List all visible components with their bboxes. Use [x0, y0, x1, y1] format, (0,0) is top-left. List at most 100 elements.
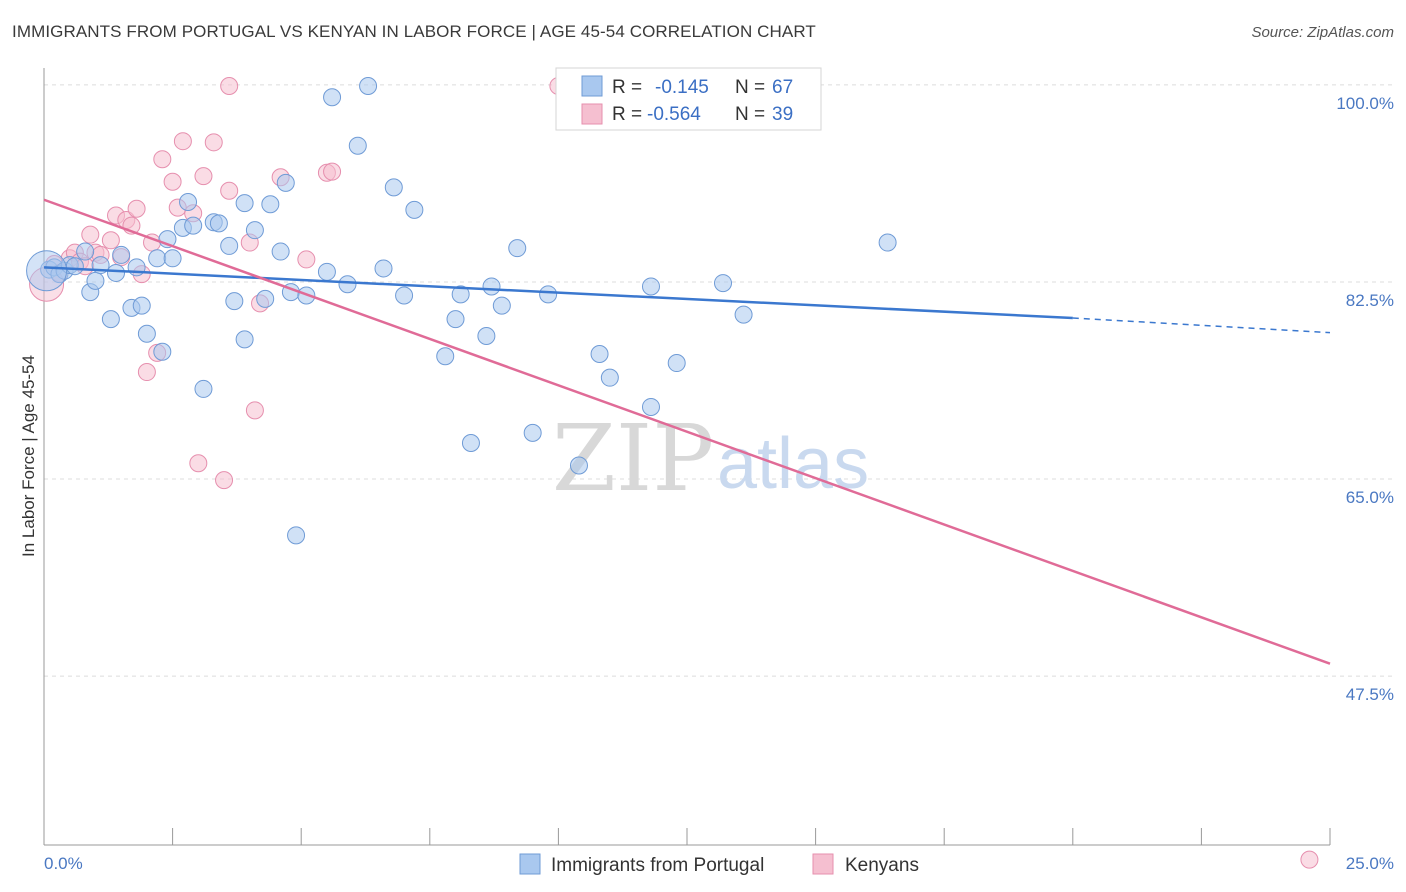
trend-line-kenyans [43, 198, 1331, 665]
x-tick-label-min: 0.0% [44, 854, 83, 873]
data-point [256, 289, 275, 308]
data-point [287, 526, 306, 545]
data-point [220, 236, 239, 255]
data-point [101, 310, 120, 329]
data-point [667, 354, 686, 373]
data-point [148, 249, 167, 268]
data-point [461, 433, 480, 452]
legend-swatch-pink [581, 103, 603, 125]
data-point [395, 286, 414, 305]
data-point [132, 296, 151, 315]
legend-n-value-blue: 67 [772, 77, 793, 98]
data-point [1300, 850, 1319, 869]
data-point [508, 239, 527, 258]
data-point [482, 277, 501, 296]
data-point [359, 77, 378, 96]
data-point [374, 259, 393, 278]
data-point [112, 245, 131, 264]
legend-r-label-blue: R = [612, 77, 642, 98]
data-point [220, 181, 239, 200]
data-point [451, 285, 470, 304]
data-point [235, 194, 254, 213]
data-point [184, 216, 203, 235]
trend-lines [43, 198, 1331, 665]
data-point [384, 178, 403, 197]
data-point [641, 397, 660, 416]
data-point [76, 242, 95, 261]
data-point [220, 77, 239, 96]
trend-line-portugal-extension [1072, 317, 1331, 334]
data-point [348, 136, 367, 155]
data-point [261, 195, 280, 214]
y-tick-label: 65.0% [1346, 488, 1394, 507]
y-tick-label: 47.5% [1346, 685, 1394, 704]
data-point [245, 221, 264, 240]
trend-line-portugal [43, 266, 1073, 320]
data-point [569, 456, 588, 475]
bottom-legend-swatch-kenyans [812, 853, 834, 875]
data-point [323, 88, 342, 107]
chart-title: IMMIGRANTS FROM PORTUGAL VS KENYAN IN LA… [12, 22, 816, 41]
legend-r-value-blue: -0.145 [655, 77, 709, 98]
data-point [436, 347, 455, 366]
data-point [86, 271, 105, 290]
data-point [101, 231, 120, 250]
data-point [245, 401, 264, 420]
legend-r-value-pink: -0.564 [647, 104, 701, 125]
y-tick-labels: 100.0% 82.5% 65.0% 47.5% [1336, 94, 1394, 704]
data-point [204, 133, 223, 152]
data-point [590, 345, 609, 364]
data-point [107, 263, 126, 282]
data-point [878, 233, 897, 252]
y-axis-title: In Labor Force | Age 45-54 [19, 355, 38, 557]
data-point [163, 172, 182, 191]
data-point [163, 249, 182, 268]
x-tick-label-max: 25.0% [1346, 854, 1394, 873]
bottom-legend-swatch-portugal [519, 853, 541, 875]
data-point [276, 173, 295, 192]
data-point [523, 423, 542, 442]
grid [44, 84, 1394, 677]
data-point [477, 327, 496, 346]
bottom-legend-label-portugal: Immigrants from Portugal [551, 855, 764, 876]
data-point [338, 275, 357, 294]
data-point [641, 277, 660, 296]
data-point [492, 296, 511, 315]
data-point [317, 262, 336, 281]
data-point [194, 167, 213, 186]
legend-n-value-pink: 39 [772, 104, 793, 125]
data-point [405, 200, 424, 219]
watermark-atlas: atlas [717, 424, 869, 504]
data-point [714, 274, 733, 293]
data-point [271, 242, 290, 261]
data-point [209, 214, 228, 233]
data-point [215, 471, 234, 490]
legend-n-label-blue: N = [735, 77, 765, 98]
x-ticks [43, 828, 1331, 845]
data-point [539, 285, 558, 304]
y-tick-label: 82.5% [1346, 291, 1394, 310]
data-point [235, 330, 254, 349]
data-point-cluster [26, 250, 68, 292]
legend-r-label-pink: R = [612, 104, 642, 125]
data-point [153, 342, 172, 361]
series-legend: Immigrants from Portugal Kenyans [519, 853, 919, 876]
correlation-legend: R = -0.145 N = 67 R = -0.564 N = 39 [555, 67, 822, 131]
y-tick-label: 100.0% [1336, 94, 1394, 113]
data-point [189, 454, 208, 473]
data-point [297, 250, 316, 269]
data-point [179, 193, 198, 212]
data-point [600, 368, 619, 387]
data-point [173, 132, 192, 151]
data-point [446, 310, 465, 329]
legend-n-label-pink: N = [735, 104, 765, 125]
legend-swatch-blue [581, 75, 603, 97]
bottom-legend-label-kenyans: Kenyans [845, 855, 919, 876]
data-point [81, 225, 100, 244]
source-credit: Source: ZipAtlas.com [1251, 24, 1394, 41]
data-point [127, 199, 146, 218]
data-point [194, 379, 213, 398]
data-point [153, 150, 172, 169]
data-point [65, 257, 84, 276]
